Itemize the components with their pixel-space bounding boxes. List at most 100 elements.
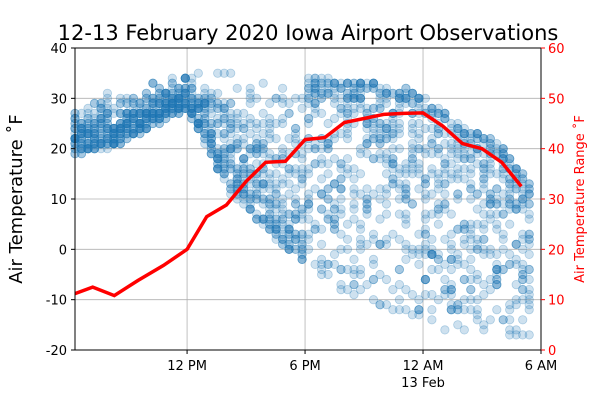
scatter-point <box>446 229 456 239</box>
scatter-point <box>206 149 216 159</box>
scatter-point <box>200 83 210 93</box>
scatter-point <box>453 189 463 199</box>
scatter-point <box>303 199 314 209</box>
scatter-point <box>375 239 385 249</box>
scatter-point <box>284 108 294 119</box>
scatter-point <box>258 219 268 229</box>
scatter-point <box>193 123 203 134</box>
scatter-point <box>479 179 489 189</box>
scatter-point <box>148 93 158 103</box>
scatter-point <box>284 98 294 109</box>
scatter-point <box>479 224 489 234</box>
scatter-point <box>122 129 132 139</box>
scatter-point <box>407 144 417 154</box>
y-tick-label: -20 <box>46 344 67 359</box>
scatter-point <box>310 224 320 234</box>
scatter-point <box>206 149 216 159</box>
scatter-point <box>440 139 450 149</box>
scatter-point <box>206 144 216 154</box>
scatter-point <box>284 219 294 229</box>
scatter-point <box>375 103 385 114</box>
scatter-point <box>368 134 379 144</box>
scatter-point <box>381 184 392 194</box>
scatter-point <box>271 189 281 199</box>
scatter-point <box>446 159 456 169</box>
scatter-point <box>167 103 177 114</box>
scatter-point <box>453 123 463 134</box>
scatter-point <box>362 139 372 149</box>
scatter-point <box>394 209 404 219</box>
scatter-point <box>388 284 398 295</box>
scatter-point <box>89 144 100 154</box>
scatter-point <box>375 239 385 249</box>
scatter-point <box>342 78 353 88</box>
scatter-point <box>174 108 184 119</box>
scatter-point <box>342 88 353 98</box>
scatter-point <box>96 139 106 149</box>
scatter-point <box>290 234 301 244</box>
scatter-point <box>277 199 288 209</box>
scatter-point <box>492 274 502 285</box>
scatter-point <box>524 239 534 249</box>
scatter-point <box>135 118 145 129</box>
scatter-point <box>368 259 379 269</box>
scatter-point <box>154 108 164 119</box>
scatter-point <box>187 108 197 119</box>
scatter-point <box>219 174 229 184</box>
scatter-point <box>453 118 463 129</box>
scatter-point <box>115 123 126 134</box>
scatter-point <box>83 129 93 139</box>
scatter-point <box>161 88 171 98</box>
scatter-point <box>213 159 223 169</box>
scatter-point <box>401 179 411 189</box>
scatter-point <box>174 93 184 103</box>
scatter-point <box>271 224 281 234</box>
scatter-point <box>213 98 223 109</box>
scatter-point <box>206 118 216 129</box>
scatter-point <box>498 229 508 239</box>
scatter-point <box>141 123 151 134</box>
scatter-point <box>284 169 294 179</box>
scatter-point <box>355 224 366 234</box>
scatter-point <box>109 123 119 134</box>
scatter-point <box>109 123 119 134</box>
scatter-point <box>245 98 255 109</box>
scatter-point <box>213 164 223 174</box>
scatter-point <box>303 169 314 179</box>
scatter-point <box>505 199 515 209</box>
scatter-point <box>414 93 424 103</box>
scatter-point <box>128 129 138 139</box>
scatter-point <box>200 98 210 109</box>
scatter-point <box>83 123 93 134</box>
scatter-point <box>349 78 359 88</box>
scatter-point <box>362 83 372 93</box>
scatter-point <box>433 149 443 159</box>
scatter-point <box>167 98 177 109</box>
scatter-point <box>180 98 190 109</box>
scatter-point <box>355 264 366 275</box>
scatter-point <box>174 88 184 98</box>
scatter-point <box>252 139 262 149</box>
scatter-point <box>135 123 145 134</box>
scatter-point <box>349 83 359 93</box>
scatter-point <box>174 103 184 114</box>
scatter-point <box>414 159 424 169</box>
scatter-point <box>310 88 320 98</box>
scatter-point <box>239 118 249 129</box>
scatter-point <box>524 229 534 239</box>
scatter-point <box>407 154 417 164</box>
scatter-point <box>128 113 138 124</box>
scatter-point <box>271 169 281 179</box>
scatter-point <box>440 259 450 269</box>
scatter-point <box>219 113 229 124</box>
scatter-point <box>128 129 138 139</box>
scatter-point <box>511 239 521 249</box>
scatter-point <box>232 113 242 124</box>
scatter-point <box>109 123 119 134</box>
scatter-point <box>180 88 190 98</box>
scatter-point <box>167 108 177 119</box>
scatter-point <box>511 295 521 305</box>
scatter-point <box>375 88 385 98</box>
scatter-point <box>459 154 469 164</box>
scatter-point <box>485 209 495 219</box>
